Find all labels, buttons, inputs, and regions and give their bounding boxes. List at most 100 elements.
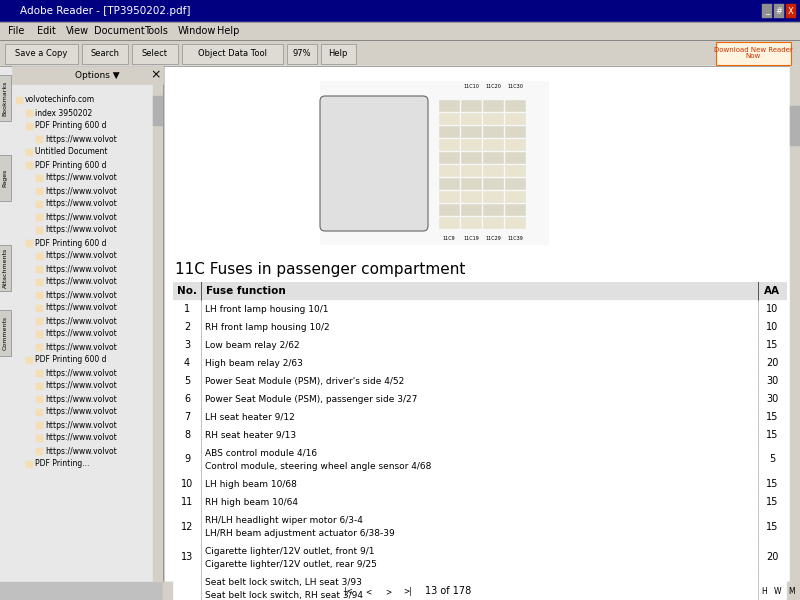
Text: RH high beam 10/64: RH high beam 10/64 [205,498,298,507]
Text: https://www.volvot: https://www.volvot [45,251,117,260]
Text: 6: 6 [184,394,190,404]
Bar [461,100,481,111]
Text: https://www.volvot: https://www.volvot [45,329,117,338]
Text: AA: AA [764,286,780,296]
Bar [36,266,43,273]
Text: >|: >| [403,587,413,596]
Bar [0,66,163,582]
Bar [173,300,786,318]
Text: 11C10: 11C10 [463,85,479,89]
Text: Pages: Pages [2,169,7,187]
Bar [483,100,503,111]
Text: 20: 20 [766,358,778,368]
Text: RH/LH headlight wiper motor 6/3-4: RH/LH headlight wiper motor 6/3-4 [205,516,363,525]
Text: LH seat heater 9/12: LH seat heater 9/12 [205,413,294,422]
Bar [772,585,784,598]
Text: https://www.volvot: https://www.volvot [45,382,117,391]
Text: PDF Printing...: PDF Printing... [35,460,90,469]
Text: RH seat heater 9/13: RH seat heater 9/13 [205,431,296,440]
Bar [0,22,800,40]
FancyBboxPatch shape [320,96,428,231]
Text: https://www.volvot: https://www.volvot [45,290,117,299]
Text: Search: Search [90,49,119,58]
Bar [26,123,33,130]
FancyBboxPatch shape [379,584,397,599]
Bar [173,354,786,372]
FancyBboxPatch shape [182,43,283,64]
Text: Window: Window [178,26,216,36]
Bar [173,475,786,493]
Text: Power Seat Module (PSM), passenger side 3/27: Power Seat Module (PSM), passenger side … [205,395,418,404]
Bar [36,201,43,208]
FancyBboxPatch shape [0,310,10,355]
Bar [483,191,503,202]
Text: X: X [788,7,794,16]
Text: https://www.volvot: https://www.volvot [45,407,117,416]
Text: File: File [8,26,24,36]
Text: Seat belt lock switch, RH seat 3/94: Seat belt lock switch, RH seat 3/94 [205,591,363,600]
Bar [461,178,481,189]
Text: Adobe Reader - [TP3950202.pdf]: Adobe Reader - [TP3950202.pdf] [20,6,190,16]
Bar [36,188,43,195]
Bar [439,165,459,176]
Text: 15: 15 [766,479,778,489]
Bar [173,390,786,408]
Bar [505,165,525,176]
Bar [36,344,43,351]
Bar [26,110,33,117]
Text: W: W [774,587,782,596]
FancyBboxPatch shape [399,584,417,599]
Text: https://www.volvot: https://www.volvot [45,265,117,274]
Text: https://www.volvot: https://www.volvot [45,395,117,403]
Bar [173,282,786,300]
Text: Power Seat Module (PSM), driver's side 4/52: Power Seat Module (PSM), driver's side 4… [205,377,404,386]
Text: Options ▼: Options ▼ [75,70,120,79]
Text: 9: 9 [184,455,190,464]
Bar [36,370,43,377]
Text: 11C20: 11C20 [485,85,501,89]
Text: High beam relay 2/63: High beam relay 2/63 [205,359,303,368]
Text: https://www.volvot: https://www.volvot [45,421,117,430]
Bar [439,204,459,215]
Text: https://www.volvot: https://www.volvot [45,212,117,221]
Text: Seat belt lock switch, LH seat 3/93: Seat belt lock switch, LH seat 3/93 [205,578,362,587]
Bar [16,97,23,104]
FancyBboxPatch shape [321,43,355,64]
Bar [153,66,163,582]
Bar [461,152,481,163]
Text: 10: 10 [181,479,193,489]
Text: Cigarette lighter/12V outlet, rear 9/25: Cigarette lighter/12V outlet, rear 9/25 [205,560,377,569]
Text: Bookmarks: Bookmarks [2,80,7,116]
Bar [36,422,43,429]
Bar [762,4,772,18]
Text: https://www.volvot: https://www.volvot [45,277,117,286]
Bar [483,113,503,124]
Text: Control module, steering wheel angle sensor 4/68: Control module, steering wheel angle sen… [205,462,431,471]
Bar [483,217,503,228]
Bar [450,585,466,598]
Bar [505,204,525,215]
Bar [153,96,163,126]
Bar [173,542,786,573]
Bar [483,204,503,215]
Bar [786,585,798,598]
Text: 11: 11 [181,497,193,507]
Text: volvotechinfo.com: volvotechinfo.com [25,95,95,104]
Bar [439,126,459,137]
Text: Low beam relay 2/62: Low beam relay 2/62 [205,341,300,350]
Text: LH/RH beam adjustment actuator 6/38-39: LH/RH beam adjustment actuator 6/38-39 [205,529,394,538]
Bar [165,66,798,582]
Text: 10: 10 [766,322,778,332]
Text: https://www.volvot: https://www.volvot [45,173,117,182]
Text: 7: 7 [184,412,190,422]
Text: |<: |< [343,587,353,596]
FancyBboxPatch shape [132,43,178,64]
Bar [461,139,481,150]
Text: 4: 4 [184,358,190,368]
Bar [36,383,43,390]
Bar [758,585,770,598]
Text: Help: Help [328,49,348,58]
Text: 15: 15 [766,412,778,422]
Text: View: View [66,26,89,36]
Bar [12,66,163,84]
